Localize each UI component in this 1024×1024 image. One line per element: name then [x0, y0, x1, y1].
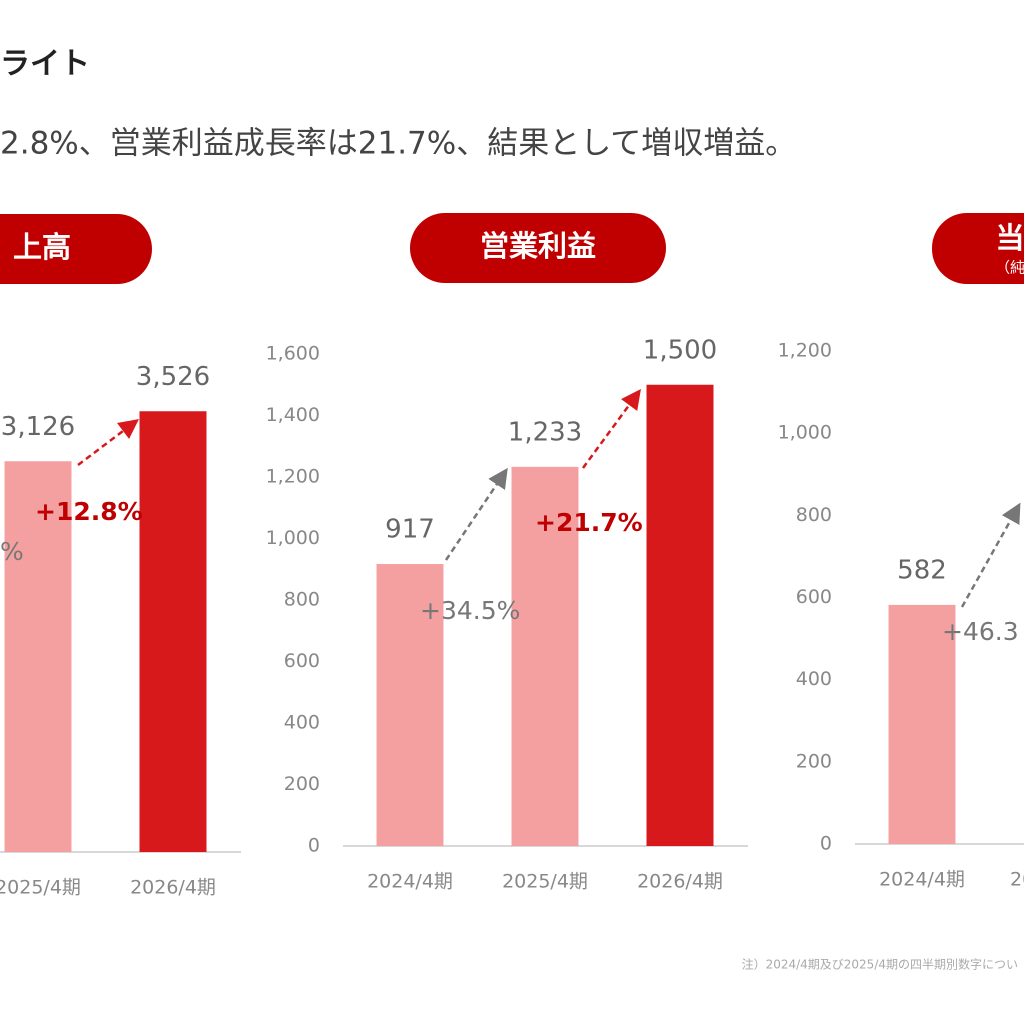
chart-title: 当	[995, 221, 1024, 255]
chart-subtitle: （純	[995, 259, 1024, 277]
chart-header-pill	[932, 213, 1024, 284]
value-label: 1,500	[643, 335, 717, 365]
y-tick-label: 600	[796, 586, 832, 608]
growth-arrow	[444, 467, 508, 561]
y-tick-label: 600	[284, 650, 320, 672]
x-tick-label: 2026/4期	[637, 871, 723, 893]
y-tick-label: 1,000	[778, 422, 832, 444]
growth-annotation: +34.5%	[420, 596, 520, 625]
y-tick-label: 1,200	[778, 340, 832, 362]
y-tick-label: 1,400	[266, 404, 320, 426]
bar	[888, 604, 956, 844]
x-tick-label: 2026/4期	[130, 877, 216, 899]
value-label: 582	[897, 555, 947, 585]
x-tick-label: 20	[1010, 869, 1024, 891]
slide-subtitle: 2.8%、営業利益成長率は21.7%、結果として増収増益。	[0, 126, 796, 162]
growth-annotation: +46.3	[942, 617, 1019, 646]
growth-annotation: +12.8%	[35, 497, 143, 526]
y-tick-label: 800	[284, 589, 320, 611]
x-tick-label: 2024/4期	[879, 869, 965, 891]
bar	[511, 466, 579, 846]
y-tick-label: 800	[796, 504, 832, 526]
chart-header-pill	[410, 213, 666, 283]
growth-arrow	[77, 418, 139, 466]
x-tick-label: 2025/4期	[0, 877, 81, 899]
y-tick-label: 0	[820, 833, 832, 855]
bar	[139, 411, 207, 852]
growth-arrow	[960, 502, 1021, 608]
growth-arrow	[581, 388, 641, 469]
y-tick-label: 0	[308, 835, 320, 857]
chart-header-pill	[0, 214, 152, 284]
value-label: 3,526	[136, 362, 210, 392]
chart-title: 営業利益	[480, 229, 596, 263]
value-label: 917	[385, 515, 435, 545]
y-tick-label: 400	[284, 712, 320, 734]
bar	[4, 461, 72, 852]
y-tick-label: 400	[796, 668, 832, 690]
footnote: 注）2024/4期及び2025/4期の四半期別数字につい	[742, 957, 1018, 972]
x-tick-label: 2025/4期	[502, 871, 588, 893]
growth-annotation: +21.7%	[535, 508, 643, 537]
y-tick-label: 200	[796, 750, 832, 772]
bar	[646, 384, 714, 846]
slide-title: ライト	[0, 47, 90, 82]
y-tick-label: 1,000	[266, 527, 320, 549]
y-tick-label: 200	[284, 773, 320, 795]
bar	[376, 564, 444, 846]
chart-title: 上高	[13, 230, 71, 264]
growth-annotation: %	[0, 537, 24, 566]
x-tick-label: 2024/4期	[367, 871, 453, 893]
value-label: 1,233	[508, 417, 582, 447]
y-tick-label: 1,600	[266, 343, 320, 365]
y-tick-label: 1,200	[266, 466, 320, 488]
value-label: 3,126	[1, 412, 75, 442]
